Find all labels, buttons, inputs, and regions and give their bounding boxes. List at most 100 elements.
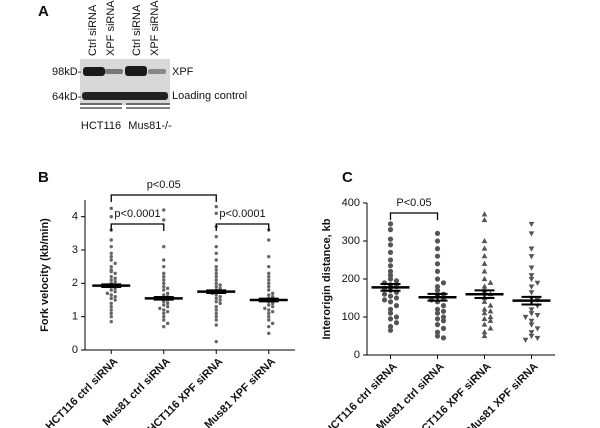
dot [109,278,113,282]
dot [387,316,394,322]
dot [109,269,113,274]
dot [393,295,400,301]
significance-label: p<0.0001 [114,208,160,220]
dot [434,287,441,293]
dot [267,254,271,259]
dot [528,273,535,279]
y-tick-label: 100 [342,311,360,323]
dot [387,263,394,269]
dot [113,276,117,281]
dot [440,325,447,331]
dot [263,306,267,311]
dot [481,237,488,244]
dot [267,238,271,242]
dot [214,281,218,286]
dot [267,271,271,276]
band [125,66,147,76]
panel-label: B [38,169,49,186]
dot [387,293,394,299]
dot [481,275,488,282]
dot [528,307,535,313]
dot [393,278,400,284]
dot [165,291,170,296]
dot [387,221,394,227]
dot [528,246,535,252]
dot [109,251,113,256]
dot [528,290,535,296]
dot [270,321,275,326]
dot [528,333,535,340]
dot [528,330,535,336]
size-marker: 98kD- [52,66,82,78]
dot [434,322,441,328]
dot [109,293,113,297]
dot [218,283,222,287]
dot [267,308,271,312]
dot [481,211,488,217]
dot [528,231,535,237]
dot [481,268,488,274]
dot [109,244,113,249]
dot [109,264,113,269]
dot [434,253,441,259]
dot [434,261,441,267]
dot [434,238,441,244]
dot [534,280,541,286]
dot [162,299,166,304]
lane-label: XPF siRNA [149,0,161,56]
dot [214,318,218,322]
dot [528,318,535,324]
dot [440,335,447,341]
dot [109,296,113,301]
dot [113,294,117,299]
dot [387,327,394,333]
dot [267,331,271,336]
y-tick-label: 3 [72,244,78,256]
dot [162,244,166,249]
dot [267,288,271,292]
dot [162,278,166,282]
dot [434,310,441,316]
dot [267,314,271,319]
dot [113,261,117,266]
dot [218,294,222,299]
significance-bracket [389,212,439,220]
dot [381,291,388,297]
dot [214,284,218,289]
dot [162,311,166,316]
dot [109,314,113,319]
dot [387,257,394,263]
dot [481,315,488,321]
dot [109,311,113,316]
band [83,67,105,76]
dot [440,318,447,324]
dot [387,299,394,305]
dot [440,303,447,309]
dot [481,283,488,289]
significance-bracket [215,223,270,231]
lane-label: Ctrl siRNA [87,4,99,56]
cell-line: HCT116 [81,120,121,132]
y-axis-label: Interorigin distance, kb [321,218,333,339]
dot [393,320,400,326]
dot [481,253,488,259]
dot [267,264,271,269]
dot [487,302,494,308]
dot [214,274,218,279]
dot [267,278,271,282]
dot [387,227,394,233]
dot [214,204,218,209]
dot [214,278,218,282]
dot [214,308,218,312]
lane-label: XPF siRNA [105,0,117,56]
dot [434,284,441,290]
dot [162,274,166,279]
dot [481,329,488,335]
dot [214,244,218,249]
dot [381,297,388,303]
dot [481,298,488,304]
size-marker: 64kD- [52,91,82,103]
dot [158,306,162,311]
dot [214,296,218,301]
